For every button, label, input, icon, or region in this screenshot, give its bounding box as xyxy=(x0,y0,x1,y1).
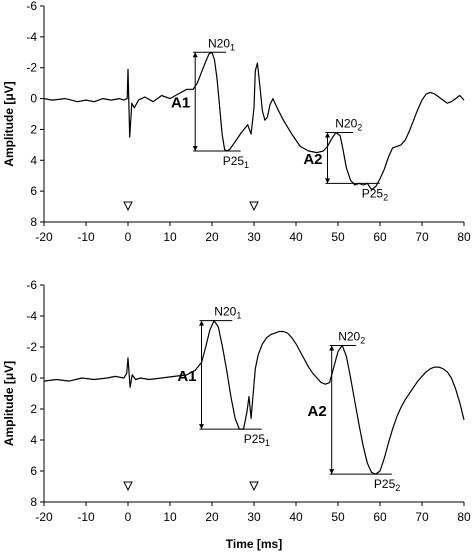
x-tick-label: 70 xyxy=(415,510,429,524)
x-tick-label: 40 xyxy=(289,510,303,524)
x-tick-label: 20 xyxy=(205,230,219,244)
y-tick-label: -2 xyxy=(26,61,37,75)
y-tick-label: 4 xyxy=(30,433,37,447)
waveform-line xyxy=(43,320,465,475)
y-tick-label: 4 xyxy=(30,153,37,167)
amplitude-label: A2 xyxy=(303,151,322,168)
y-tick-label: 6 xyxy=(30,184,37,198)
amplitude-arrow-head xyxy=(192,146,198,152)
y-tick-label: -6 xyxy=(26,0,37,13)
amplitude-arrow-head xyxy=(329,345,335,351)
x-tick-label: 70 xyxy=(415,230,429,244)
x-tick-label: 0 xyxy=(125,230,132,244)
amplitude-arrow-head xyxy=(325,178,330,184)
amplitude-arrow-head xyxy=(199,424,204,430)
y-tick-label: 2 xyxy=(30,402,37,416)
x-tick-label: 50 xyxy=(331,230,345,244)
amplitude-label: A2 xyxy=(308,403,327,420)
y-tick-label: 0 xyxy=(30,92,37,106)
x-tick-label: 20 xyxy=(205,510,219,524)
peak-label: P251 xyxy=(244,432,270,448)
y-tick-label: 8 xyxy=(30,215,37,229)
x-tick-label: 10 xyxy=(163,230,177,244)
x-tick-label: 0 xyxy=(125,510,132,524)
y-tick-label: 6 xyxy=(30,464,37,478)
stimulus-marker xyxy=(249,201,259,212)
y-tick-label: 0 xyxy=(30,371,37,385)
x-axis-label: Time [ms] xyxy=(226,537,282,551)
y-tick-label: -6 xyxy=(26,278,37,292)
y-tick-label: -4 xyxy=(26,30,37,44)
y-axis-label: Amplitude [μV] xyxy=(2,81,16,166)
peak-label: P251 xyxy=(223,154,249,170)
x-tick-label: 60 xyxy=(373,230,387,244)
peak-label: N202 xyxy=(335,117,362,133)
stimulus-marker xyxy=(123,201,133,212)
x-tick-label: 10 xyxy=(163,510,177,524)
x-tick-label: 40 xyxy=(289,230,303,244)
peak-label: P252 xyxy=(374,477,400,493)
amplitude-arrow-head xyxy=(192,52,198,58)
peak-label: N201 xyxy=(208,36,235,52)
x-tick-label: -20 xyxy=(35,510,53,524)
amplitude-arrow-head xyxy=(329,469,335,475)
peak-label: N202 xyxy=(338,329,365,345)
x-tick-label: 50 xyxy=(331,510,345,524)
waveform-line xyxy=(43,51,465,191)
x-tick-label: -20 xyxy=(35,230,53,244)
amplitude-arrow-head xyxy=(325,132,330,138)
x-tick-label: -10 xyxy=(77,230,95,244)
stimulus-marker xyxy=(123,481,133,492)
y-tick-label: -4 xyxy=(26,309,37,323)
x-tick-label: 80 xyxy=(457,510,471,524)
x-tick-label: 60 xyxy=(373,510,387,524)
amplitude-label: A1 xyxy=(177,368,196,385)
x-tick-label: 30 xyxy=(247,510,261,524)
y-tick-label: 2 xyxy=(30,122,37,136)
y-tick-label: -2 xyxy=(26,340,37,354)
x-tick-label: 30 xyxy=(247,230,261,244)
x-tick-label: 80 xyxy=(457,230,471,244)
y-axis-label: Amplitude [μV] xyxy=(2,361,16,446)
amplitude-arrow-head xyxy=(199,320,204,326)
peak-label: P252 xyxy=(362,186,388,202)
x-tick-label: -10 xyxy=(77,510,95,524)
amplitude-label: A1 xyxy=(171,95,190,112)
y-tick-label: 8 xyxy=(30,495,37,509)
stimulus-marker xyxy=(249,481,259,492)
peak-label: N201 xyxy=(214,305,241,321)
